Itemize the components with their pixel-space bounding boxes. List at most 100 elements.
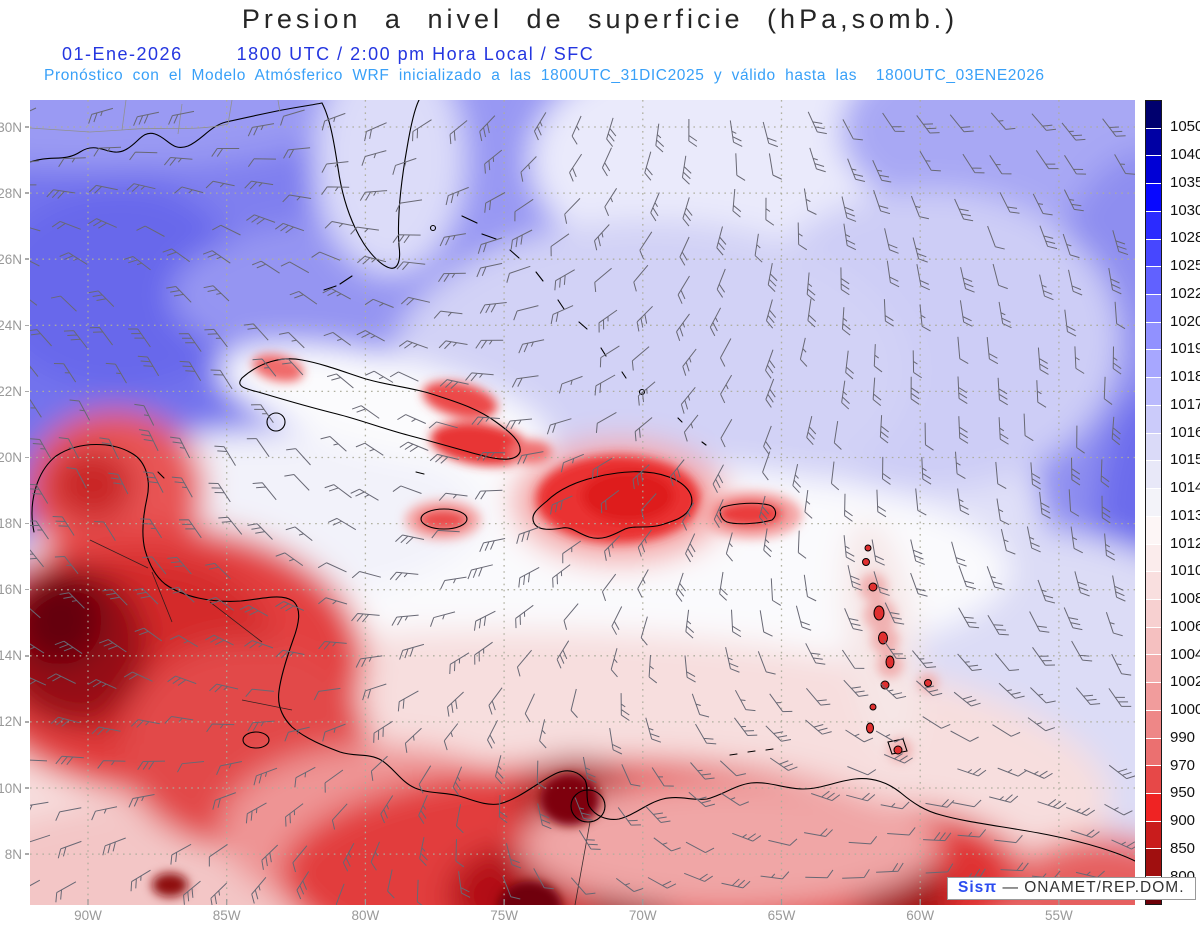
wind-barb: [365, 370, 394, 383]
wind-barb: [1108, 764, 1135, 780]
wind-barb: [30, 398, 42, 418]
wind-barb: [955, 451, 966, 480]
colorbar-segment: [1146, 598, 1161, 627]
wind-barb: [128, 328, 151, 348]
wind-barb: [695, 723, 717, 745]
wind-barb: [1023, 769, 1053, 779]
wind-barb: [910, 572, 928, 597]
cayman: [415, 471, 425, 475]
wind-barb: [361, 150, 387, 166]
wind-barb: [210, 882, 228, 905]
wind-barb: [317, 562, 347, 573]
wind-barb: [992, 263, 1008, 290]
wind-barb: [128, 794, 155, 808]
wind-barb: [1063, 607, 1083, 631]
wind-barb: [214, 445, 236, 466]
wind-barb: [539, 719, 547, 749]
colorbar-tick-label: 1020: [1170, 312, 1200, 330]
wind-barb: [245, 688, 274, 697]
wind-barb: [1066, 806, 1095, 816]
wind-barb: [958, 565, 976, 590]
wind-barb: [685, 841, 715, 854]
wind-barb: [30, 520, 49, 540]
wind-barb: [91, 806, 118, 821]
wind-barb: [123, 671, 153, 682]
wind-barb: [244, 180, 274, 190]
wind-barb: [163, 157, 193, 166]
wind-barb: [921, 457, 932, 485]
wind-barb: [1071, 640, 1093, 662]
colorbar-tick-label: 1004: [1170, 645, 1200, 663]
datetime-line: 01-Ene-2026 1800 UTC / 2:00 pm Hora Loca…: [62, 44, 594, 65]
wind-barb: [569, 153, 583, 182]
wind-barb: [66, 467, 87, 489]
wind-barb: [170, 843, 192, 865]
wind-barb: [578, 830, 601, 850]
wind-barb: [418, 765, 432, 794]
wind-barb: [183, 880, 201, 905]
wind-barb: [871, 539, 885, 566]
wind-barb: [803, 574, 817, 602]
lat-tick-label: 12N: [0, 714, 29, 730]
wind-barb: [505, 843, 522, 869]
wind-barb: [261, 844, 279, 870]
wind-barb: [564, 198, 581, 224]
wind-barb: [637, 569, 649, 598]
wind-barb: [504, 418, 533, 430]
wind-barb: [841, 380, 850, 410]
wind-barb: [809, 147, 826, 173]
wind-barb: [46, 189, 76, 199]
colorbar-segment: [1146, 294, 1161, 322]
wind-barb: [757, 651, 776, 675]
wind-barb: [910, 539, 925, 565]
wind-barb: [685, 533, 696, 563]
wind-barb: [143, 471, 164, 493]
wind-barb: [168, 586, 195, 603]
colorbar-tick-label: 970: [1170, 756, 1196, 774]
wind-barb: [1030, 687, 1056, 704]
wind-barb: [807, 111, 827, 135]
wind-barb: [840, 267, 850, 296]
wind-barb: [284, 726, 310, 742]
wind-barb: [30, 675, 47, 686]
wind-barb: [731, 609, 742, 638]
wind-barb: [676, 313, 690, 341]
wind-barb: [923, 832, 952, 842]
wind-barb: [452, 766, 463, 796]
wind-barb: [55, 881, 77, 903]
wind-barb: [58, 437, 80, 459]
colorbar-tick-label: 1050: [1170, 118, 1200, 136]
colorbar-tick-label: 1025: [1170, 257, 1200, 275]
wind-barb: [732, 832, 762, 842]
wind-barb: [285, 526, 313, 541]
colorbar-tick-label: 1028: [1170, 229, 1200, 247]
wind-barb: [873, 344, 883, 373]
wind-barb: [841, 649, 865, 669]
wind-barb: [841, 307, 851, 336]
wind-barb: [342, 843, 355, 872]
colorbar-segment: [1146, 432, 1161, 461]
wind-barb: [210, 369, 233, 390]
wind-barb: [164, 715, 194, 724]
lon-tick-label: 85W: [212, 908, 241, 923]
wind-barb: [994, 653, 1020, 672]
wind-barb: [645, 717, 662, 743]
wind-barb: [957, 336, 969, 364]
wind-barb: [356, 330, 385, 342]
coast-jamaica: [420, 508, 468, 530]
wind-barb: [957, 767, 987, 777]
wind-barb: [1037, 579, 1056, 604]
lat-tick-label: 16N: [0, 582, 29, 598]
wind-barb: [318, 597, 348, 605]
wind-barb: [216, 761, 242, 776]
wind-barb: [957, 653, 982, 672]
wind-barb: [716, 226, 727, 256]
wind-barb: [1030, 462, 1042, 490]
wind-barb: [760, 871, 790, 880]
wind-barb: [244, 640, 274, 649]
wind-barb: [321, 186, 350, 196]
wind-barb: [69, 399, 91, 421]
wind-barb: [428, 421, 458, 429]
wind-barb: [556, 640, 570, 669]
wind-barb: [134, 403, 155, 426]
